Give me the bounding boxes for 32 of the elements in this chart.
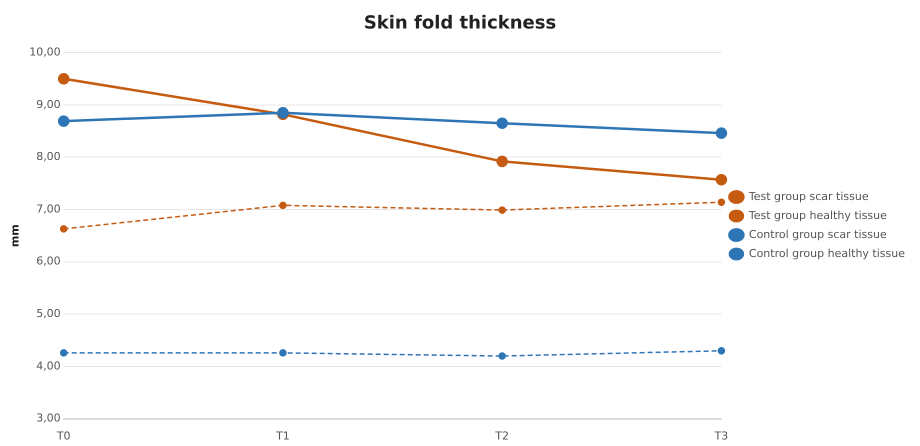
x-tick-label: T0 xyxy=(56,429,71,442)
x-tick-label: T1 xyxy=(275,429,290,442)
point xyxy=(279,202,287,210)
x-tick-label: T3 xyxy=(714,429,728,442)
point xyxy=(496,156,508,168)
point xyxy=(716,127,728,139)
legend-label: Test group healthy tissue xyxy=(748,208,888,222)
x-tick-label: T2 xyxy=(494,429,510,442)
legend-label: Test group scar tissue xyxy=(748,190,869,203)
y-tick-label: 4,00 xyxy=(36,359,61,372)
y-tick-label: 8,00 xyxy=(36,150,61,164)
point xyxy=(60,349,68,357)
y-tick-label: 6,00 xyxy=(36,254,61,268)
point xyxy=(718,347,726,355)
y-tick-label: 10,00 xyxy=(29,45,61,58)
point xyxy=(716,174,728,186)
y-axis-title: mm xyxy=(8,224,22,248)
point xyxy=(58,115,70,127)
point xyxy=(279,349,287,357)
y-tick-label: 5,00 xyxy=(36,307,61,320)
point xyxy=(496,117,508,129)
point xyxy=(718,198,726,206)
legend-label: Control group healthy tissue xyxy=(748,246,906,260)
point xyxy=(498,352,506,360)
point xyxy=(498,206,506,214)
legend-label: Control group scar tissue xyxy=(748,228,887,241)
point xyxy=(60,225,68,233)
y-tick-label: 3,00 xyxy=(36,412,61,425)
chart-title: Skin fold thickness xyxy=(364,12,556,34)
y-tick-label: 7,00 xyxy=(36,202,61,216)
point xyxy=(58,73,70,85)
y-tick-label: 9,00 xyxy=(36,98,61,111)
